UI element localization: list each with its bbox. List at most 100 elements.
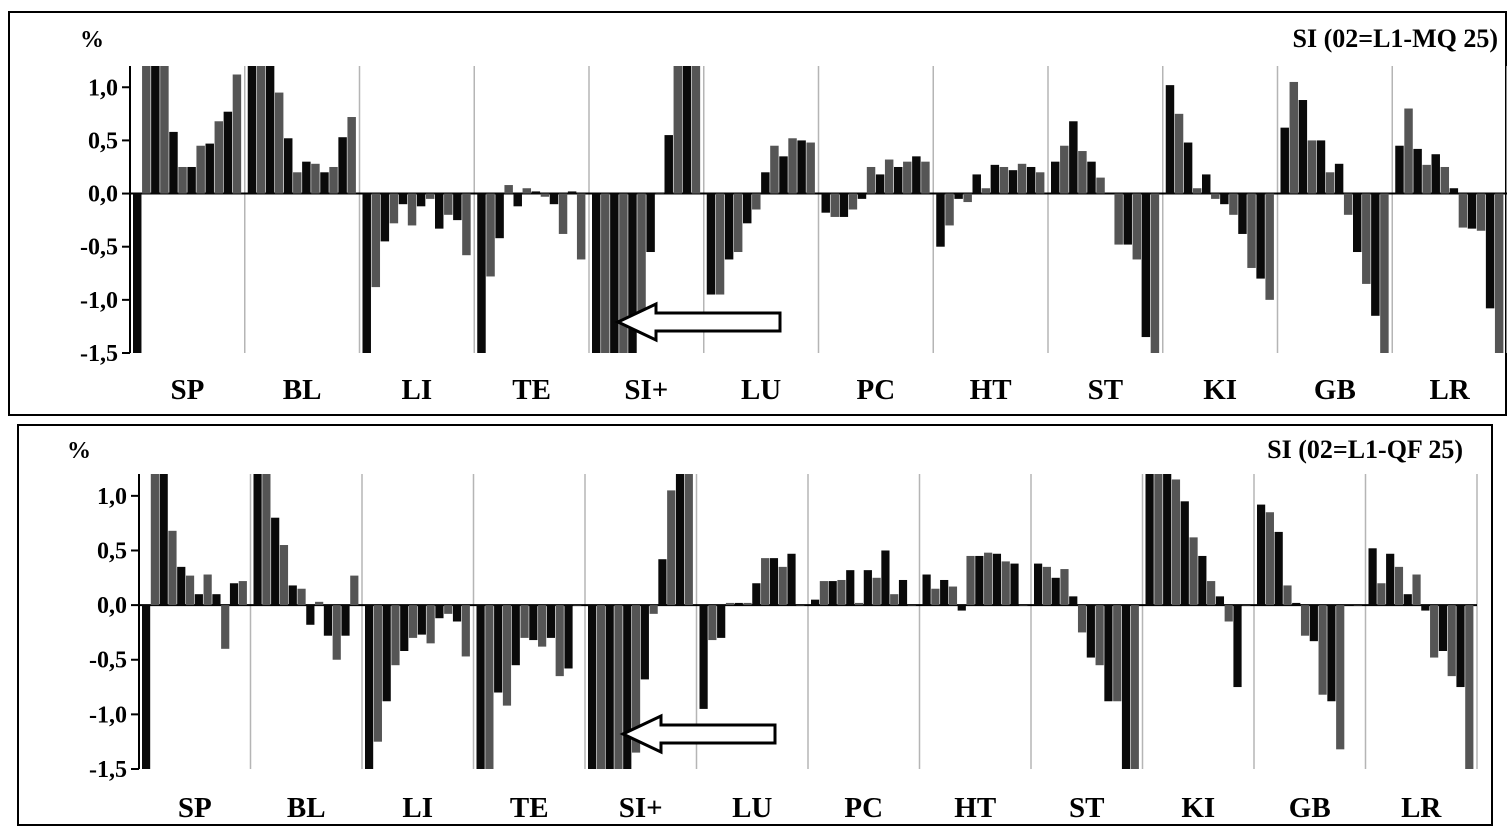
- bar-gb-4: [1307, 140, 1317, 194]
- bar-lu-8: [761, 558, 770, 606]
- bar-siplus-6: [631, 605, 641, 753]
- bar-pc-1: [811, 599, 820, 606]
- bar-ht-1: [922, 574, 931, 606]
- bar-sp-9: [212, 594, 221, 606]
- bar-li-1: [362, 193, 371, 353]
- bar-gb-10: [1362, 193, 1371, 284]
- bar-li-3: [380, 193, 390, 242]
- bar-siplus-11: [682, 66, 692, 194]
- bar-te-12: [576, 193, 586, 260]
- chart-panel-bottom: % SI (02=L1-QF 25) 1,0 0,5 0,0 -0,5 -1,0 -1,5…: [17, 424, 1493, 826]
- bar-te-1: [476, 605, 485, 769]
- bar-sp-8: [196, 145, 205, 194]
- bar-st-10: [1113, 605, 1122, 702]
- bar-li-8: [425, 193, 435, 199]
- bar-lr-1: [1395, 145, 1404, 194]
- bar-siplus-3: [610, 193, 619, 353]
- bar-siplus-1: [588, 605, 597, 769]
- bar-te-2: [485, 605, 494, 769]
- bar-ht-6: [981, 188, 991, 194]
- bar-siplus-7: [640, 605, 649, 680]
- bar-bl-6: [297, 588, 306, 606]
- bar-lr-8: [1430, 605, 1439, 658]
- bar-bl-4: [279, 545, 289, 606]
- bar-ki-1: [1145, 474, 1154, 606]
- y-unit-label: %: [80, 27, 104, 53]
- bar-li-12: [461, 605, 470, 657]
- bar-te-1: [477, 193, 486, 353]
- bar-lr-11: [1485, 193, 1495, 309]
- x-tick-label: PC: [844, 792, 883, 824]
- bar-te-10: [555, 605, 564, 677]
- bar-ki-6: [1211, 193, 1220, 199]
- y-tick-label: 0,0: [97, 593, 127, 619]
- bar-lr-9: [1467, 193, 1477, 229]
- bar-gb-8: [1343, 193, 1353, 215]
- bar-sp-8: [203, 574, 212, 606]
- bar-li-12: [462, 193, 471, 256]
- bar-siplus-10: [673, 66, 683, 194]
- bar-siplus-10: [667, 490, 676, 606]
- bar-siplus-9: [658, 559, 667, 606]
- x-tick-label: GB: [1314, 374, 1356, 406]
- bar-li-8: [426, 605, 435, 644]
- bar-lu-9: [779, 156, 788, 194]
- bar-gb-8: [1318, 605, 1327, 695]
- bar-st-1: [1034, 563, 1043, 606]
- x-tick-label: LU: [732, 792, 772, 824]
- bar-pc-12: [921, 161, 930, 194]
- bar-ki-12: [1265, 193, 1274, 300]
- bar-chart-bottom: % SI (02=L1-QF 25) 1,0 0,5 0,0 -0,5 -1,0 -1,5…: [67, 435, 1478, 824]
- x-tick-label: TE: [510, 792, 549, 824]
- bar-siplus-12: [691, 66, 701, 194]
- bar-lu-7: [761, 172, 770, 194]
- bar-lu-3: [724, 193, 734, 260]
- bar-siplus-5: [623, 605, 632, 769]
- y-tick-label: 0,0: [88, 182, 118, 208]
- bar-lu-5: [743, 193, 752, 224]
- bar-li-6: [407, 193, 417, 226]
- bar-bl-7: [306, 605, 315, 625]
- bar-ki-2: [1174, 113, 1184, 194]
- bar-st-6: [1096, 177, 1105, 194]
- bar-te-3: [494, 605, 503, 693]
- x-tick-label: HT: [970, 374, 1012, 406]
- bar-lr-10: [1476, 193, 1486, 231]
- bar-bl-1: [253, 474, 262, 606]
- bar-bl-2: [262, 474, 271, 606]
- bar-lr-4: [1422, 164, 1431, 194]
- bar-st-10: [1132, 193, 1142, 260]
- bar-lu-9: [769, 558, 779, 606]
- bar-pc-10: [903, 161, 912, 194]
- bar-ki-3: [1183, 142, 1193, 194]
- bar-li-7: [417, 605, 426, 635]
- bar-lu-2: [708, 605, 717, 641]
- bar-li-2: [373, 605, 382, 742]
- bar-sp-2: [150, 474, 159, 606]
- bar-lu-6: [743, 602, 752, 606]
- bar-pc-9: [881, 550, 890, 606]
- bar-sp-7: [187, 166, 196, 194]
- bar-ki-7: [1220, 193, 1229, 205]
- bar-te-12: [573, 605, 582, 606]
- bar-lu-6: [752, 193, 761, 210]
- x-tick-label: BL: [283, 374, 322, 406]
- bar-ht-3: [954, 193, 963, 199]
- bar-bl-1: [247, 66, 257, 194]
- bar-ht-2: [931, 588, 940, 606]
- bar-siplus-9: [664, 135, 673, 194]
- bar-ht-7: [990, 164, 1000, 194]
- bar-ht-4: [948, 586, 958, 606]
- bar-ki-1: [1165, 85, 1175, 194]
- bar-lr-2: [1377, 583, 1386, 606]
- bar-st-4: [1060, 569, 1069, 606]
- bar-st-5: [1087, 161, 1096, 194]
- bar-sp-12: [232, 74, 242, 194]
- bar-pc-8: [884, 159, 894, 194]
- bar-ki-8: [1207, 581, 1216, 606]
- bar-sp-5: [177, 566, 186, 606]
- bar-li-3: [382, 605, 391, 702]
- bar-li-4: [391, 605, 400, 666]
- bar-sp-3: [159, 474, 168, 606]
- bar-bl-5: [284, 138, 293, 194]
